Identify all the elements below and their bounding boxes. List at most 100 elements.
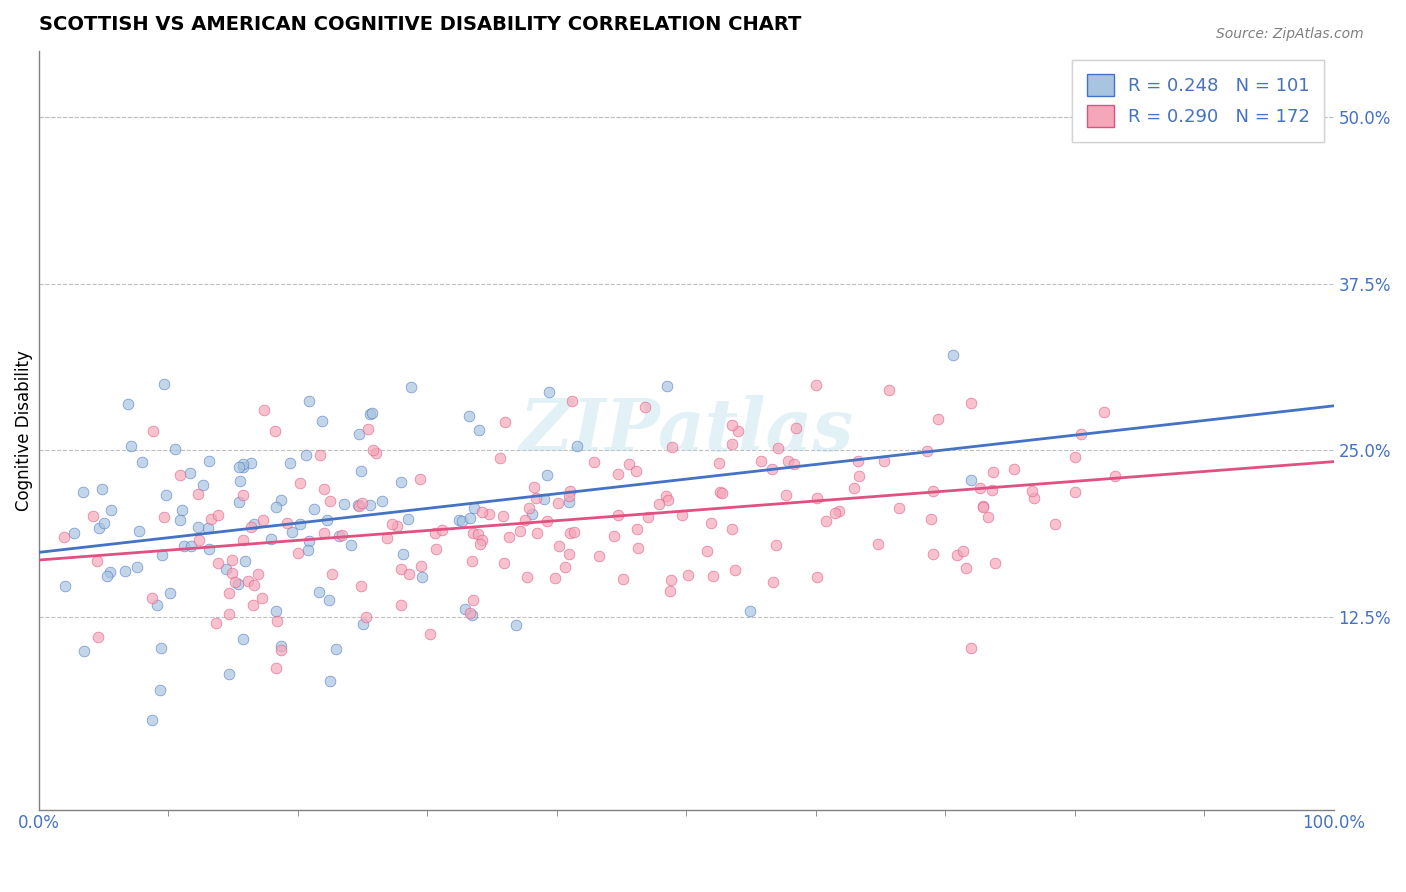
Point <box>163 442 186 457</box>
Point <box>188 533 211 547</box>
Point <box>359 407 381 421</box>
Point <box>709 485 731 500</box>
Point <box>655 489 678 503</box>
Point <box>72 484 94 499</box>
Point <box>678 568 700 582</box>
Point <box>131 455 153 469</box>
Point <box>558 489 581 503</box>
Point <box>263 425 285 439</box>
Point <box>150 548 173 562</box>
Point <box>205 616 228 631</box>
Point <box>264 661 287 675</box>
Point <box>311 413 333 427</box>
Point <box>702 569 724 583</box>
Point <box>588 549 610 564</box>
Point <box>350 579 373 593</box>
Point <box>873 454 896 468</box>
Point <box>53 579 76 593</box>
Point <box>980 483 1002 498</box>
Point <box>264 500 287 515</box>
Point <box>100 503 122 517</box>
Point <box>806 570 828 584</box>
Point <box>458 607 481 621</box>
Point <box>1092 404 1115 418</box>
Point <box>709 456 731 470</box>
Point <box>82 508 104 523</box>
Point <box>738 604 761 618</box>
Point <box>308 585 330 599</box>
Point <box>470 537 492 551</box>
Point <box>375 531 398 545</box>
Point <box>634 400 657 414</box>
Point <box>960 396 983 410</box>
Point <box>430 524 453 538</box>
Point <box>73 643 96 657</box>
Point <box>155 488 177 502</box>
Point <box>270 493 292 508</box>
Point <box>297 542 319 557</box>
Point <box>207 557 229 571</box>
Point <box>765 538 787 552</box>
Text: SCOTTISH VS AMERICAN COGNITIVE DISABILITY CORRELATION CHART: SCOTTISH VS AMERICAN COGNITIVE DISABILIT… <box>38 15 801 34</box>
Point <box>125 560 148 574</box>
Point <box>661 573 683 587</box>
Point <box>515 513 537 527</box>
Point <box>775 488 797 502</box>
Point <box>198 541 221 556</box>
Point <box>319 493 342 508</box>
Point <box>153 509 176 524</box>
Point <box>253 403 276 417</box>
Point <box>603 529 626 543</box>
Point <box>281 525 304 540</box>
Point <box>315 512 337 526</box>
Point <box>972 500 994 515</box>
Point <box>169 513 191 527</box>
Point <box>270 643 292 657</box>
Point <box>352 496 374 510</box>
Point <box>558 548 581 562</box>
Point <box>606 467 628 482</box>
Point <box>221 566 243 580</box>
Point <box>243 578 266 592</box>
Point <box>266 614 288 628</box>
Point <box>721 437 744 451</box>
Point <box>288 517 311 532</box>
Point <box>458 409 481 423</box>
Point <box>389 598 412 612</box>
Point <box>228 495 250 509</box>
Point <box>180 539 202 553</box>
Point <box>87 630 110 644</box>
Point <box>547 539 569 553</box>
Point <box>922 548 945 562</box>
Point <box>371 493 394 508</box>
Point <box>558 484 581 499</box>
Point <box>297 533 319 548</box>
Point <box>920 512 942 526</box>
Point <box>260 532 283 546</box>
Point <box>242 598 264 612</box>
Point <box>179 466 201 480</box>
Point <box>463 501 485 516</box>
Point <box>128 524 150 538</box>
Point <box>960 641 983 656</box>
Point <box>233 554 256 568</box>
Point <box>561 394 583 409</box>
Point <box>520 507 543 521</box>
Point <box>218 586 240 600</box>
Point <box>232 632 254 647</box>
Point <box>330 528 353 542</box>
Point <box>242 516 264 531</box>
Point <box>449 512 471 526</box>
Point <box>215 562 238 576</box>
Point <box>207 508 229 522</box>
Y-axis label: Cognitive Disability: Cognitive Disability <box>15 350 32 510</box>
Point <box>340 538 363 552</box>
Point <box>547 496 569 510</box>
Point <box>1064 485 1087 500</box>
Point <box>761 461 783 475</box>
Point <box>976 510 998 524</box>
Point <box>524 491 547 505</box>
Point <box>387 519 409 533</box>
Point <box>942 348 965 362</box>
Point <box>454 602 477 616</box>
